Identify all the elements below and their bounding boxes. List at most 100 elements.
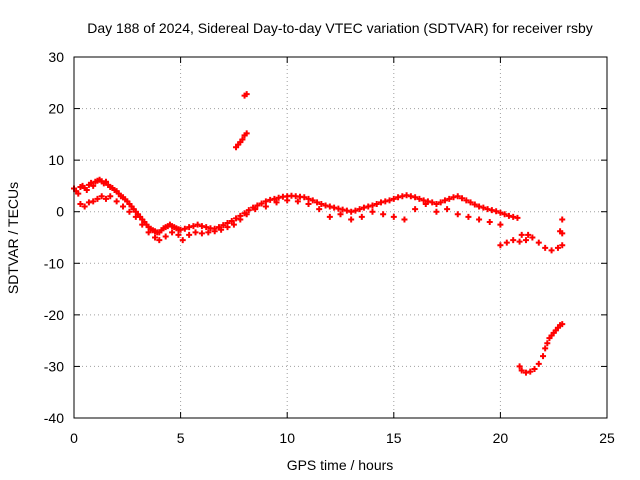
data-point xyxy=(380,211,387,218)
data-point xyxy=(275,194,282,201)
data-point xyxy=(514,214,521,221)
data-point xyxy=(314,199,321,206)
data-point xyxy=(386,197,393,204)
data-point xyxy=(480,204,487,211)
y-tick-label: -20 xyxy=(44,307,64,323)
data-point xyxy=(198,230,205,237)
data-point xyxy=(378,199,385,206)
data-point xyxy=(525,231,532,238)
data-point xyxy=(305,200,312,207)
data-point xyxy=(369,202,376,209)
data-point xyxy=(94,195,101,202)
data-point xyxy=(284,197,291,204)
data-point xyxy=(390,195,397,202)
data-point xyxy=(486,219,493,226)
data-point xyxy=(450,194,457,201)
data-point xyxy=(190,223,197,230)
chart-title: Day 188 of 2024, Sidereal Day-to-day VTE… xyxy=(87,20,593,36)
data-point xyxy=(527,368,534,375)
data-point xyxy=(186,231,193,238)
data-point xyxy=(446,195,453,202)
data-point xyxy=(437,199,444,206)
data-point xyxy=(407,193,414,200)
data-point xyxy=(245,207,252,214)
data-point xyxy=(540,353,547,360)
data-point xyxy=(81,203,88,210)
data-point xyxy=(90,198,97,205)
data-point xyxy=(98,193,105,200)
x-tick-label: 0 xyxy=(70,430,78,446)
data-point xyxy=(322,202,329,209)
data-point xyxy=(382,198,389,205)
data-point xyxy=(186,224,193,231)
data-point xyxy=(305,195,312,202)
data-point xyxy=(152,234,159,241)
data-point xyxy=(294,198,301,205)
data-point xyxy=(412,194,419,201)
data-point xyxy=(559,321,566,328)
data-point xyxy=(162,233,169,240)
data-point xyxy=(132,213,139,220)
y-tick-label: -30 xyxy=(44,358,64,374)
data-point xyxy=(510,213,517,220)
data-point xyxy=(343,207,350,214)
data-point xyxy=(90,182,97,189)
data-point xyxy=(179,237,186,244)
data-point xyxy=(441,197,448,204)
data-point xyxy=(254,202,261,209)
data-point xyxy=(271,195,278,202)
data-point xyxy=(503,239,510,246)
y-axis-label: SDTVAR / TECUs xyxy=(5,182,21,294)
plot-frame xyxy=(73,56,608,419)
data-point xyxy=(352,207,359,214)
data-point xyxy=(156,237,163,244)
data-point xyxy=(194,221,201,228)
x-tick-label: 5 xyxy=(177,430,185,446)
y-tick-label: 10 xyxy=(48,152,64,168)
data-point xyxy=(518,367,525,374)
data-point xyxy=(516,363,523,370)
data-point xyxy=(395,194,402,201)
data-point xyxy=(465,213,472,220)
data-point xyxy=(252,206,259,213)
data-point xyxy=(422,200,429,207)
data-point xyxy=(301,194,308,201)
data-point xyxy=(497,242,504,249)
data-point xyxy=(373,200,380,207)
data-point xyxy=(493,208,500,215)
data-point xyxy=(331,204,338,211)
data-point xyxy=(497,209,504,216)
data-point xyxy=(181,225,188,232)
data-point xyxy=(318,200,325,207)
data-point xyxy=(233,215,240,222)
x-axis-label: GPS time / hours xyxy=(287,457,394,473)
data-point xyxy=(198,223,205,230)
data-point xyxy=(262,203,269,210)
data-point xyxy=(548,247,555,254)
data-point xyxy=(75,190,82,197)
data-point xyxy=(544,340,551,347)
data-point xyxy=(554,244,561,251)
x-tick-label: 10 xyxy=(279,430,295,446)
grid-lines xyxy=(74,57,607,418)
y-tick-label: 0 xyxy=(56,204,64,220)
data-point xyxy=(399,193,406,200)
data-point xyxy=(429,199,436,206)
data-point xyxy=(339,206,346,213)
data-point xyxy=(113,198,120,205)
data-point xyxy=(559,242,566,249)
y-tick-label: 30 xyxy=(48,49,64,65)
data-point xyxy=(175,231,182,238)
data-point xyxy=(348,208,355,215)
y-axis-ticks: -40 -30 -20 -10 0 10 20 30 xyxy=(44,49,607,426)
data-point xyxy=(403,192,410,199)
data-point xyxy=(501,211,508,218)
data-point xyxy=(559,216,566,223)
data-point xyxy=(316,206,323,213)
data-point xyxy=(88,179,95,186)
data-point xyxy=(369,208,376,215)
data-point xyxy=(326,213,333,220)
data-point xyxy=(471,201,478,208)
data-point xyxy=(220,222,227,229)
